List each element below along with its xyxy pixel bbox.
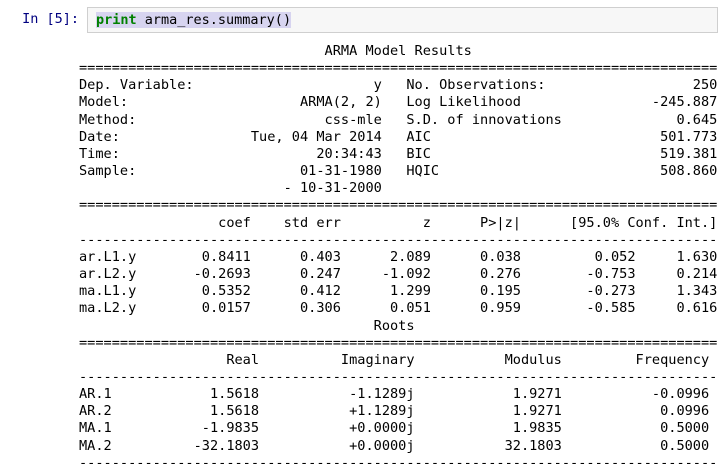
output-area: ARMA Model Results =====================… <box>0 43 720 472</box>
output-text: ARMA Model Results =====================… <box>79 43 718 471</box>
code-line: print arma_res.summary() <box>96 12 292 28</box>
keyword-print: print <box>96 12 137 28</box>
input-prompt: In [5]: <box>22 11 79 27</box>
input-area: In [5]: print arma_res.summary() <box>0 7 720 33</box>
code-editor[interactable]: print arma_res.summary() <box>87 7 718 33</box>
code-cell: In [5]: print arma_res.summary() ARMA Mo… <box>0 7 720 472</box>
selection-highlight: print arma_res.summary() <box>96 12 292 28</box>
code-rest: arma_res.summary() <box>136 12 292 28</box>
